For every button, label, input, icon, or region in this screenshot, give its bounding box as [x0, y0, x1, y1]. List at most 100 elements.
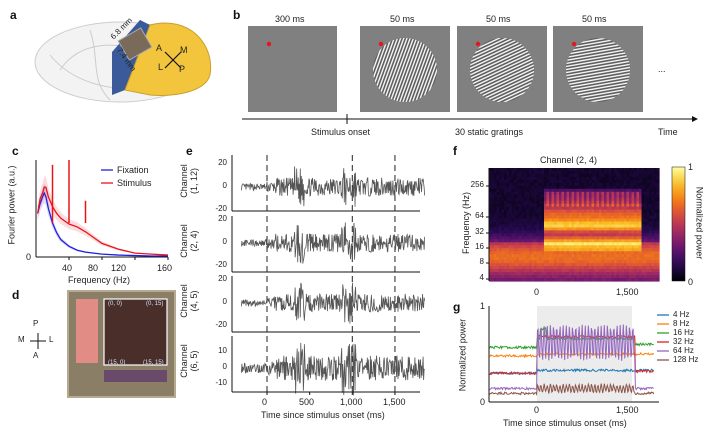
heatmap-cell: [551, 173, 555, 178]
heatmap-cell: [614, 185, 618, 190]
heatmap-cell: [546, 203, 550, 208]
heatmap-cell: [641, 171, 645, 175]
heatmap-cell: [544, 203, 548, 208]
heatmap-cell: [616, 185, 620, 190]
heatmap-cell: [514, 242, 518, 246]
heatmap-cell: [504, 209, 508, 214]
heatmap-cell: [544, 272, 548, 276]
duration-label: 300 ms: [275, 14, 305, 24]
heatmap-cell: [601, 185, 605, 190]
heatmap-cell: [644, 236, 648, 240]
heatmap-cell: [626, 254, 630, 258]
heatmap-cell: [581, 263, 585, 267]
heatmap-cell: [516, 185, 520, 190]
heatmap-cell: [626, 242, 630, 246]
heatmap-cell: [509, 251, 513, 255]
heatmap-cell: [574, 197, 578, 202]
heatmap-cell: [574, 251, 578, 255]
heatmap-cell: [644, 275, 648, 279]
heatmap-cell: [489, 236, 493, 240]
heatmap-cell: [499, 263, 503, 267]
heatmap-cell: [656, 245, 660, 249]
heatmap-cell: [489, 182, 493, 187]
heatmap-cell: [554, 254, 558, 258]
heatmap-cell: [529, 215, 533, 220]
heatmap-cell: [546, 227, 550, 232]
heatmap-cell: [499, 215, 503, 220]
heatmap-cell: [604, 245, 608, 249]
heatmap-cell: [544, 176, 548, 181]
heatmap-cell: [636, 245, 640, 249]
heatmap-cell: [629, 209, 633, 214]
heatmap-cell: [634, 215, 638, 220]
heatmap-cell: [621, 176, 625, 181]
heatmap-cell: [601, 230, 605, 234]
heatmap-cell: [554, 179, 558, 184]
heatmap-cell: [544, 171, 548, 175]
e-ytick: 0: [222, 362, 227, 371]
heatmap-cell: [629, 179, 633, 184]
heatmap-cell: [611, 257, 615, 261]
heatmap-cell: [581, 242, 585, 246]
heatmap-cell: [606, 176, 610, 181]
heatmap-cell: [519, 173, 523, 178]
heatmap-cell: [599, 185, 603, 190]
heatmap-cell: [516, 215, 520, 220]
heatmap-cell: [614, 266, 618, 270]
heatmap-cell: [506, 242, 510, 246]
heatmap-cell: [544, 233, 548, 237]
heatmap-cell: [619, 269, 623, 273]
heatmap-cell: [639, 236, 643, 240]
heatmap-cell: [654, 245, 658, 249]
heatmap-cell: [594, 269, 598, 273]
heatmap-cell: [626, 200, 630, 205]
heatmap-cell: [546, 242, 550, 246]
heatmap-cell: [554, 230, 558, 234]
heatmap-cell: [551, 236, 555, 240]
heatmap-cell: [639, 227, 643, 232]
heatmap-cell: [614, 188, 618, 193]
heatmap-cell: [494, 173, 498, 178]
heatmap-cell: [594, 224, 598, 229]
heatmap-cell: [551, 248, 555, 252]
heatmap-cell: [649, 278, 653, 282]
heatmap-cell: [639, 215, 643, 220]
heatmap-cell: [591, 188, 595, 193]
heatmap-cell: [534, 251, 538, 255]
heatmap-cell: [574, 221, 578, 226]
heatmap-cell: [554, 257, 558, 261]
heatmap-cell: [539, 242, 543, 246]
heatmap-cell: [531, 239, 535, 243]
duration-label: 50 ms: [582, 14, 607, 24]
heatmap-cell: [589, 218, 593, 223]
heatmap-cell: [614, 245, 618, 249]
heatmap-cell: [599, 206, 603, 211]
heatmap-cell: [521, 173, 525, 178]
heatmap-cell: [496, 206, 500, 211]
heatmap-cell: [494, 200, 498, 205]
heatmap-cell: [511, 233, 515, 237]
heatmap-cell: [611, 233, 615, 237]
heatmap-cell: [621, 215, 625, 220]
heatmap-cell: [491, 251, 495, 255]
heatmap-cell: [569, 188, 573, 193]
heatmap-cell: [634, 179, 638, 184]
heatmap-cell: [621, 242, 625, 246]
heatmap-cell: [626, 266, 630, 270]
heatmap-cell: [624, 236, 628, 240]
heatmap-cell: [621, 168, 625, 172]
compass-cross-icon: [30, 333, 46, 349]
heatmap-cell: [506, 224, 510, 229]
heatmap-cell: [589, 254, 593, 258]
grating-stripe: [566, 90, 630, 102]
heatmap-cell: [489, 242, 493, 246]
heatmap-cell: [571, 248, 575, 252]
heatmap-cell: [554, 197, 558, 202]
heatmap-cell: [551, 257, 555, 261]
heatmap-cell: [614, 272, 618, 276]
heatmap-cell: [529, 242, 533, 246]
heatmap-cell: [566, 168, 570, 172]
heatmap-cell: [491, 209, 495, 214]
heatmap-cell: [566, 173, 570, 178]
heatmap-cell: [624, 263, 628, 267]
